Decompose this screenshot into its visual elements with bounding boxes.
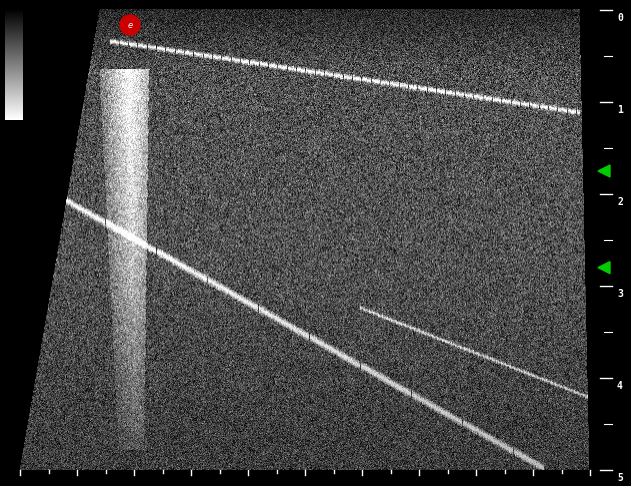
Text: 2: 2 [617, 197, 623, 207]
Text: 0: 0 [617, 13, 623, 23]
Text: 1: 1 [617, 105, 623, 115]
Text: 5: 5 [617, 473, 623, 483]
Text: 3: 3 [617, 289, 623, 299]
Text: 4: 4 [617, 381, 623, 391]
Polygon shape [598, 261, 610, 274]
Text: e: e [127, 21, 133, 31]
Polygon shape [598, 165, 610, 177]
Circle shape [120, 15, 140, 35]
